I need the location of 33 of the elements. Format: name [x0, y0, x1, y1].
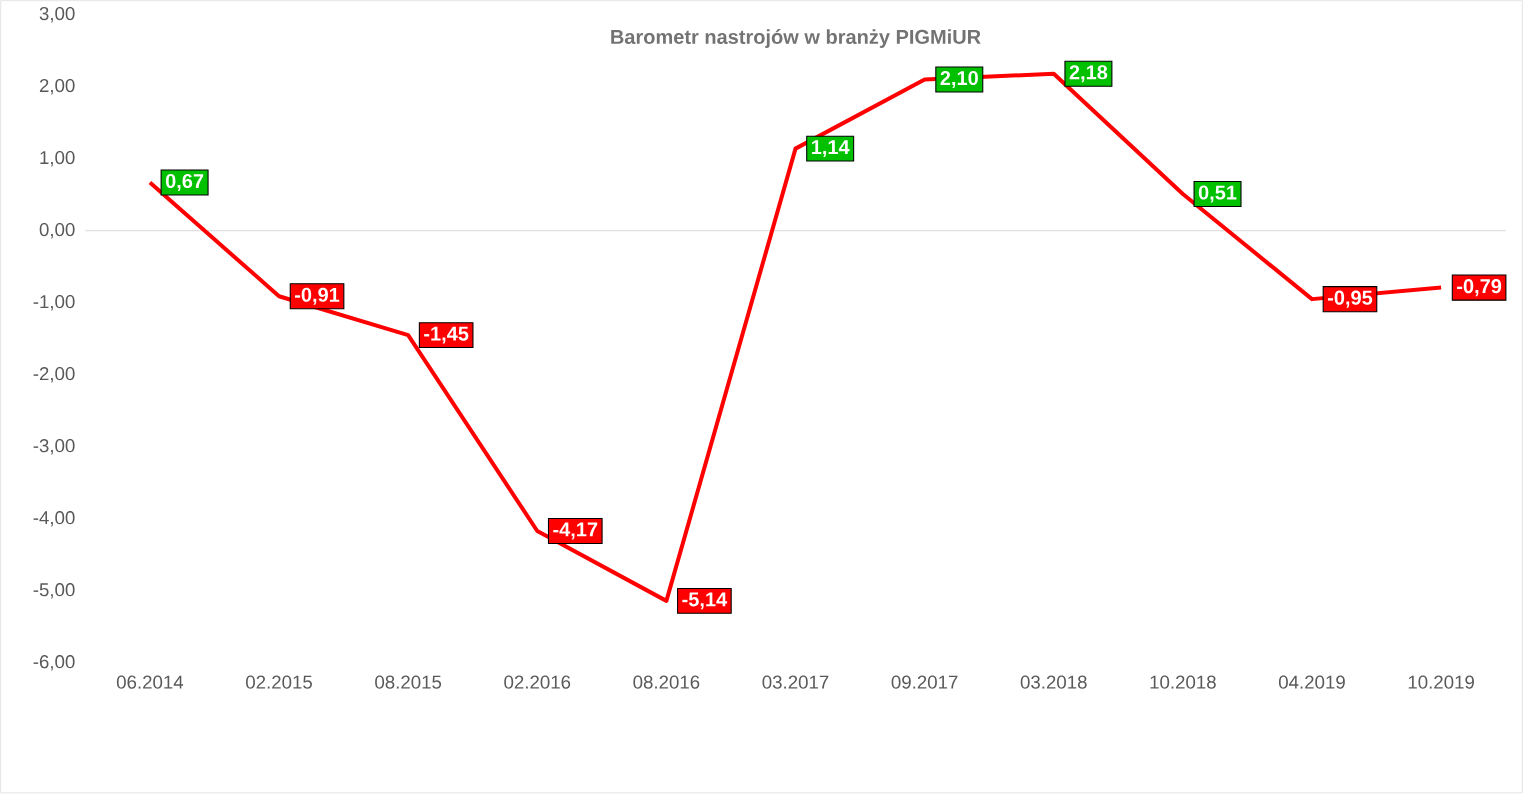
y-tick-label: -4,00: [33, 511, 75, 527]
y-tick-label: -3,00: [33, 439, 75, 455]
y-tick-label: -2,00: [33, 367, 75, 383]
x-tick-label: 02.2015: [246, 675, 312, 689]
data-label: -4,17: [553, 522, 598, 540]
x-tick-label: 03.2017: [762, 675, 829, 689]
data-label: 2,18: [1069, 65, 1108, 83]
y-tick-label: 1,00: [40, 151, 75, 167]
x-tick-label: 02.2016: [504, 675, 571, 689]
text: Barometr nastrojów w branży PIGMiUR: [611, 29, 981, 49]
data-label: -5,14: [682, 592, 728, 610]
x-tick-label: 10.2019: [1408, 675, 1474, 689]
y-tick-label: 2,00: [39, 79, 75, 95]
y-tick-label: -1,00: [33, 295, 75, 311]
x-tick-label: 04.2019: [1278, 675, 1345, 689]
x-tick-label: 08.2016: [633, 675, 700, 689]
data-label: -0,79: [1457, 279, 1502, 297]
x-tick-label: 03.2018: [1020, 675, 1087, 689]
y-tick-label: -6,00: [33, 655, 75, 671]
x-tick-label: 06.2014: [116, 675, 184, 689]
data-label: -0,95: [1327, 290, 1373, 308]
y-tick-label: 0,00: [39, 223, 75, 239]
x-tick-label: 09.2017: [891, 675, 958, 689]
data-label: 0,67: [165, 174, 204, 192]
data-label: -0,91: [295, 287, 340, 306]
data-label: -1,45: [424, 326, 469, 344]
data-label: 1,14: [811, 140, 850, 158]
data-label: 0,51: [1198, 185, 1237, 203]
y-tick-label: -5,00: [33, 583, 75, 599]
x-tick-label: 10.2018: [1150, 675, 1216, 689]
x-tick-label: 08.2015: [375, 675, 442, 689]
y-tick-label: 3,00: [39, 7, 75, 23]
data-label: 2,10: [940, 71, 978, 89]
